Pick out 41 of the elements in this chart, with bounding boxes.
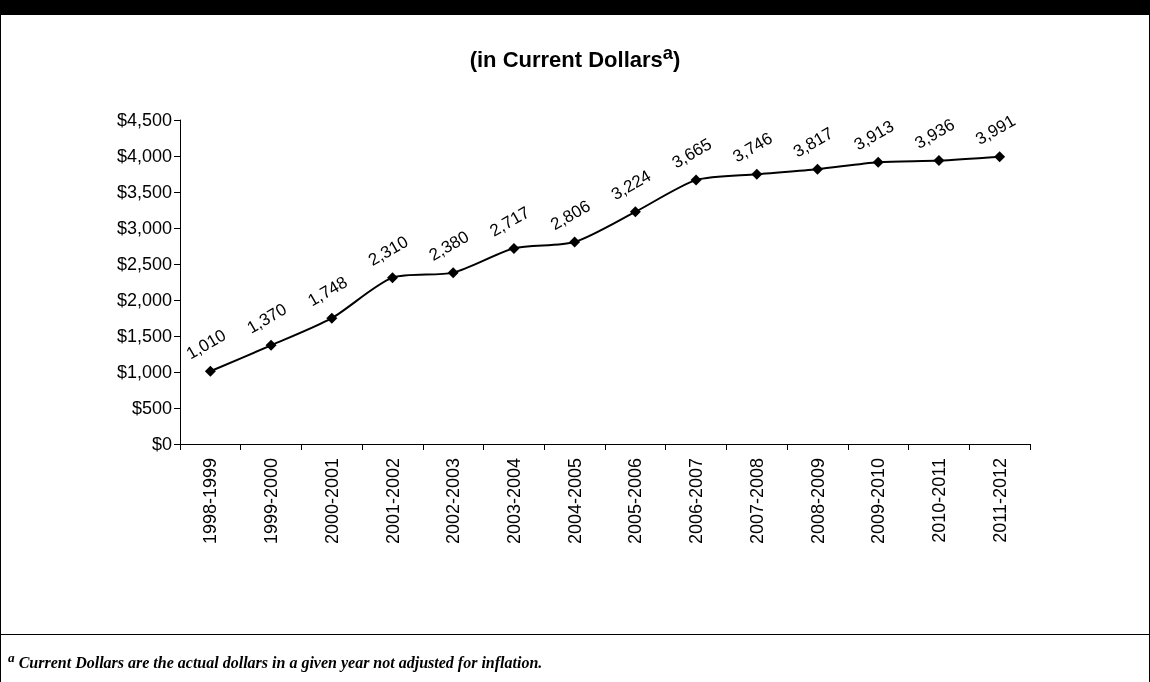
point bbox=[204, 365, 216, 377]
chart-title: (in Current Dollars$^{a}$) bbox=[468, 42, 682, 74]
data-label: 3,991 bbox=[972, 110, 1019, 149]
y-tick-label: $3,500 bbox=[116, 182, 172, 202]
y-tick-label: $1,500 bbox=[116, 326, 172, 346]
x-tick-label: 2002-2003 bbox=[443, 458, 464, 545]
y-tick-label: $4,000 bbox=[116, 146, 172, 166]
point bbox=[872, 156, 884, 168]
point bbox=[933, 155, 945, 167]
x-tick-label: 2007-2008 bbox=[746, 458, 767, 545]
point bbox=[690, 174, 702, 186]
x-tick-label: 2010-2011 bbox=[928, 458, 949, 543]
x-tick-label: 2009-2010 bbox=[868, 458, 889, 545]
point bbox=[265, 339, 277, 351]
y-tick-label: $0 bbox=[151, 434, 172, 454]
text: $^{a}$ Current Dollars are the actual dollars in a given year not adjusted for inflation. bbox=[8, 650, 543, 673]
y-tick-label: $2,000 bbox=[116, 290, 172, 310]
point bbox=[629, 206, 641, 218]
x-tick-label: 2008-2009 bbox=[807, 458, 828, 545]
x-tick-label: 2000-2001 bbox=[321, 458, 342, 545]
x-tick-label: 2011-2012 bbox=[989, 458, 1010, 543]
x-tick-label: 1998-1999 bbox=[200, 458, 221, 545]
point bbox=[812, 163, 823, 175]
x-tick-label: 2004-2005 bbox=[564, 458, 585, 545]
y-tick-label: $4,500 bbox=[116, 110, 172, 130]
y-tick-label: $500 bbox=[131, 398, 172, 418]
point bbox=[508, 242, 520, 254]
y-tick-label: $1,000 bbox=[116, 362, 172, 382]
x-tick-label: 2005-2006 bbox=[625, 458, 646, 545]
x-tick-label: 2003-2004 bbox=[503, 458, 524, 545]
y-tick-label: $3,000 bbox=[116, 218, 172, 238]
point bbox=[326, 312, 338, 324]
point bbox=[447, 267, 459, 279]
point bbox=[751, 168, 763, 180]
point bbox=[994, 151, 1006, 163]
x-tick-label: 2006-2007 bbox=[686, 458, 707, 545]
point bbox=[387, 272, 398, 284]
point bbox=[569, 236, 581, 248]
x-tick-label: 2001-2002 bbox=[382, 458, 403, 545]
y-tick-label: $2,500 bbox=[116, 254, 172, 274]
x-tick-label: 1999-2000 bbox=[261, 458, 282, 545]
